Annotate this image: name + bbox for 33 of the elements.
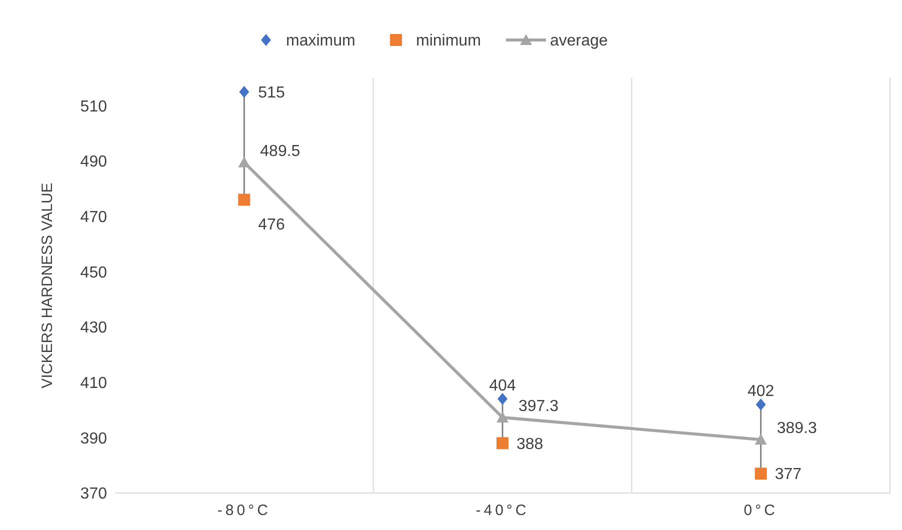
point [238, 194, 250, 206]
point [756, 398, 766, 410]
y-tick-label: 470 [80, 208, 108, 226]
data-label: 388 [516, 436, 544, 453]
y-tick-label: 430 [80, 320, 108, 337]
legend-label: maximum [286, 32, 356, 50]
y-tick-label: 490 [80, 154, 108, 171]
x-tick-label: -80°C [217, 502, 271, 519]
y-tick-label: 510 [80, 98, 108, 116]
data-label: 377 [774, 466, 802, 484]
data-label: 476 [258, 216, 285, 234]
point [496, 411, 508, 422]
point [239, 86, 250, 98]
data-label: 402 [747, 383, 774, 400]
y-tick-label: 450 [80, 264, 108, 282]
x-tick-label: 0°C [744, 502, 778, 519]
y-tick-label: 370 [80, 486, 108, 503]
data-label: 404 [489, 378, 516, 395]
point [238, 156, 250, 168]
point [496, 437, 508, 450]
data-label: 489.5 [260, 142, 300, 160]
data-label: 389.3 [776, 420, 817, 438]
data-label: 397.3 [518, 398, 559, 416]
y-tick-label: 390 [80, 430, 108, 448]
point [754, 468, 767, 480]
legend-label: minimum [416, 32, 481, 50]
point [754, 434, 767, 445]
point [498, 392, 508, 405]
y-tick-label: 410 [80, 374, 108, 392]
x-tick-label: -40°C [476, 502, 530, 519]
y-axis-title: VICKERS HARDNESS VALUE [39, 182, 56, 388]
legend-label: average [550, 32, 608, 50]
data-label: 515 [258, 84, 285, 102]
